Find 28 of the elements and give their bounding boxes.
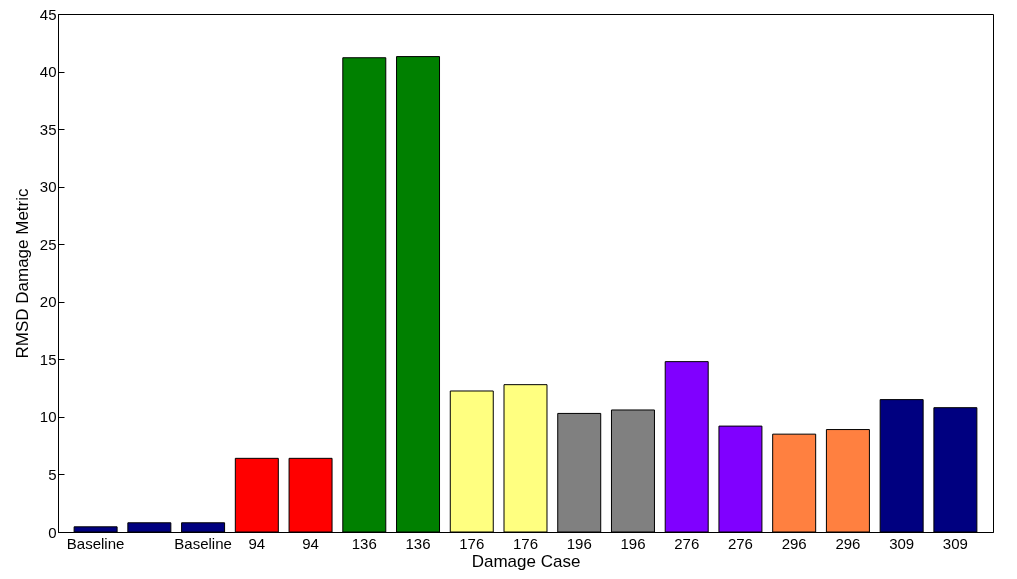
x-tick-label: Baseline (66, 534, 125, 552)
y-tick-label: 25 (39, 235, 57, 253)
x-axis-title: Damage Case (471, 551, 581, 571)
y-axis-title: RMSD Damage Metric (12, 187, 32, 359)
x-tick-label: 276 (674, 534, 700, 552)
y-tick-label: 5 (48, 465, 57, 483)
y-tick-label: 35 (39, 120, 57, 138)
y-tick-label: 0 (48, 523, 57, 541)
y-tick-label: 10 (39, 408, 57, 426)
x-tick-label: 136 (351, 534, 377, 552)
x-tick-label: 94 (248, 534, 266, 552)
x-tick-label: 136 (405, 534, 431, 552)
x-tick-label: 296 (835, 534, 861, 552)
x-tick-label: 196 (566, 534, 592, 552)
x-tick-label: 309 (942, 534, 968, 552)
x-tick-label: 94 (302, 534, 319, 552)
x-tick-label: 276 (727, 534, 753, 552)
x-tick-label: 296 (781, 534, 807, 552)
y-tick-label: 15 (39, 350, 57, 368)
x-tick-label: 176 (459, 534, 485, 552)
y-tick-label: 30 (39, 178, 57, 196)
y-tick-label: 20 (39, 293, 57, 311)
x-tick-label: 196 (620, 534, 646, 552)
y-tick-label: 45 (39, 5, 57, 23)
x-tick-label: 309 (889, 534, 915, 552)
x-tick-label: 176 (512, 534, 539, 552)
x-tick-label: Baseline (174, 534, 232, 552)
y-tick-label: 40 (39, 63, 57, 81)
